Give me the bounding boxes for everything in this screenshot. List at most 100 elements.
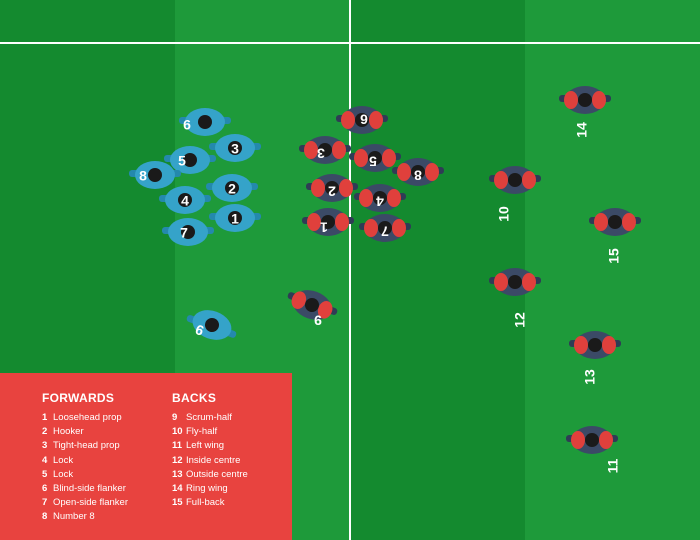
blue-player: 3 <box>209 134 261 162</box>
legend-item: 11 Left wing <box>172 439 248 453</box>
player-sleeve <box>599 431 613 449</box>
player-head <box>148 168 162 182</box>
player-figure <box>566 426 618 454</box>
legend-item: 14 Ring wing <box>172 482 248 496</box>
legend-num: 11 <box>172 440 183 452</box>
player-sleeve <box>571 431 585 449</box>
player-sleeve <box>622 213 636 231</box>
legend-item: 8 Number 8 <box>42 510 128 524</box>
legend-item: 12 Inside centre <box>172 454 248 468</box>
blue-player: 1 <box>209 204 261 232</box>
player-number: 12 <box>512 312 528 328</box>
pitch-stripe <box>525 0 700 540</box>
player-sleeve <box>494 273 508 291</box>
red-player: 7 <box>359 214 411 242</box>
player-head <box>585 433 599 447</box>
legend-num: 3 <box>42 440 48 452</box>
player-head <box>368 151 382 165</box>
players-layer: 6 3 5 8 2 4 1 7 9 6 3 5 8 2 4 1 7 9 10 14 15 12 13 11 <box>129 86 641 473</box>
legend-label: Lock <box>53 454 74 466</box>
player-sleeve <box>354 149 368 167</box>
player-number: 5 <box>178 153 186 169</box>
legend-label: Hooker <box>53 426 84 438</box>
player-number: 2 <box>228 181 236 197</box>
legend-num: 6 <box>42 483 48 495</box>
player-head <box>508 275 522 289</box>
player-figure <box>392 158 444 186</box>
legend-label: Full-back <box>186 497 225 509</box>
forwards-title: FORWARDS <box>42 391 115 405</box>
player-head <box>305 298 319 312</box>
legend-label: Open-side flanker <box>53 497 128 509</box>
legend-num: 12 <box>172 454 183 466</box>
player-head <box>318 143 332 157</box>
player-sleeve <box>564 91 578 109</box>
legend-item: 4 Lock <box>42 454 128 468</box>
player-number: 4 <box>181 193 189 209</box>
player-head <box>325 181 339 195</box>
player-figure <box>159 186 211 214</box>
legend-num: 4 <box>42 454 48 466</box>
player-figure <box>489 268 541 296</box>
legend-item: 1 Loosehead prop <box>42 411 128 425</box>
player-sleeve <box>339 179 353 197</box>
red-player: 2 <box>306 174 358 202</box>
red-player: 1 <box>302 208 354 236</box>
legend-num: 8 <box>42 511 48 523</box>
player-number: 1 <box>231 211 239 227</box>
blue-player: 5 <box>164 146 216 174</box>
legend-num: 14 <box>172 483 183 495</box>
player-sleeve <box>594 213 608 231</box>
player-number: 15 <box>606 248 622 264</box>
player-head <box>178 193 192 207</box>
player-sleeve <box>574 336 588 354</box>
legend-item: 13 Outside centre <box>172 468 248 482</box>
player-head <box>205 318 219 332</box>
player-sleeve <box>359 189 373 207</box>
legend-num: 7 <box>42 497 48 509</box>
forwards-list: 1 Loosehead prop 2 Hooker 3 Tight-head prop… <box>42 411 128 525</box>
legend-num: 9 <box>172 412 178 423</box>
player-sleeve <box>522 171 536 189</box>
backs-title: BACKS <box>172 391 217 405</box>
player-sleeve <box>494 171 508 189</box>
player-figure <box>306 174 358 202</box>
player-figure <box>162 218 214 246</box>
positions-legend: FORWARDS 1 Loosehead prop 2 Hooker 3 Tight-… <box>0 373 292 540</box>
legend-num: 13 <box>172 468 183 480</box>
player-sleeve <box>341 111 355 129</box>
legend-item: 6 Blind-side flanker <box>42 482 128 496</box>
legend-label: Number 8 <box>53 511 95 523</box>
player-number: 9 <box>314 312 322 328</box>
player-sleeve <box>392 219 406 237</box>
player-sleeve <box>291 291 307 310</box>
player-number: 11 <box>605 458 621 473</box>
player-number: 4 <box>376 193 384 209</box>
legend-item: 10 Fly-half <box>172 425 248 439</box>
player-sleeve <box>382 149 396 167</box>
player-number: 10 <box>496 206 512 222</box>
player-number: 7 <box>381 223 389 239</box>
player-head <box>355 113 369 127</box>
blue-player: 8 <box>129 161 181 189</box>
player-head <box>578 93 592 107</box>
legend-num: 2 <box>42 426 48 438</box>
player-figure <box>359 214 411 242</box>
player-head <box>608 215 622 229</box>
player-head <box>225 181 239 195</box>
legend-item: 2 Hooker <box>42 425 128 439</box>
player-head <box>378 221 392 235</box>
red-player: 10 <box>489 166 541 222</box>
legend-num: 10 <box>172 426 183 438</box>
legend-label: Lock <box>53 468 74 480</box>
legend-label: Ring wing <box>186 483 228 495</box>
red-player: 4 <box>354 184 406 212</box>
player-figure <box>209 134 261 162</box>
player-head <box>411 165 425 179</box>
blue-player: 6 <box>179 108 231 136</box>
player-figure <box>589 208 641 236</box>
player-sleeve <box>304 141 318 159</box>
red-player: 15 <box>589 208 641 264</box>
player-number: 2 <box>328 183 336 199</box>
legend-label: Inside centre <box>186 454 241 466</box>
